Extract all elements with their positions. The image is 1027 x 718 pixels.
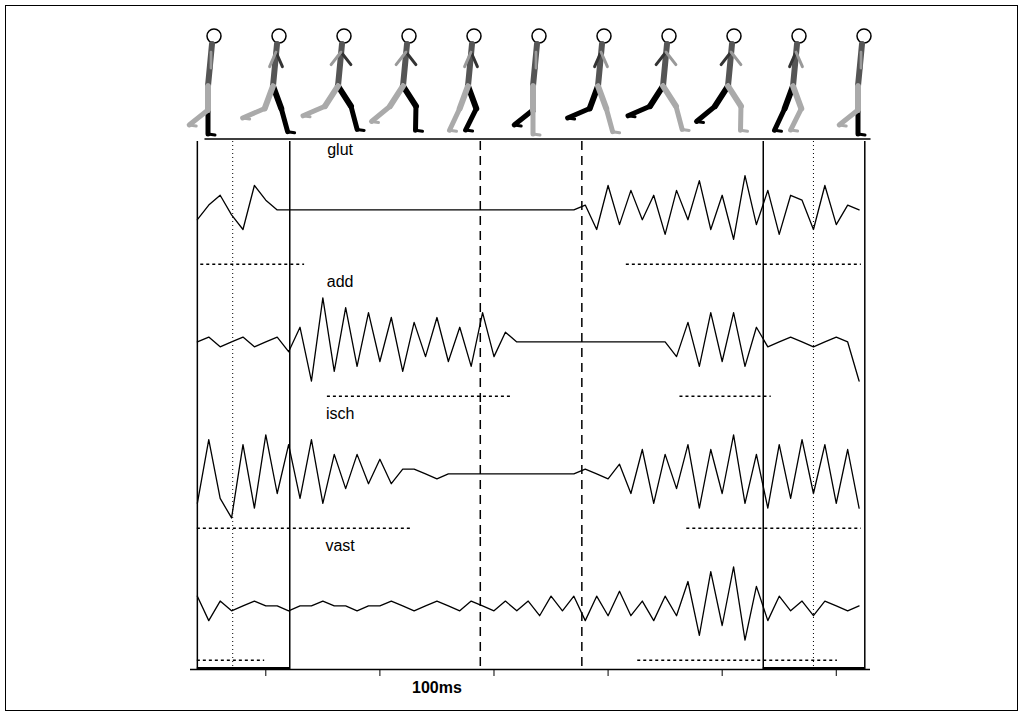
svg-text:glut: glut: [327, 141, 353, 158]
svg-text:vast: vast: [325, 537, 355, 554]
svg-text:add: add: [327, 273, 354, 290]
svg-text:isch: isch: [326, 405, 354, 422]
svg-text:100ms: 100ms: [412, 679, 462, 696]
